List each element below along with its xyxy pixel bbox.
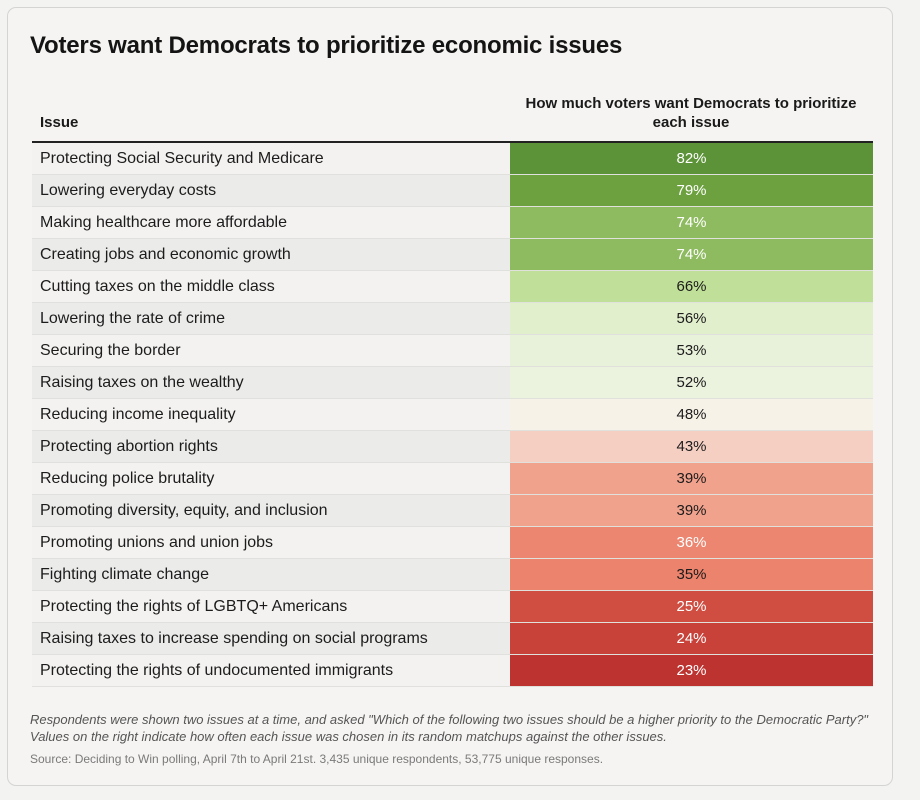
issue-label: Cutting taxes on the middle class xyxy=(40,278,275,295)
chart-title: Voters want Democrats to prioritize econ… xyxy=(30,32,623,59)
issue-label: Reducing police brutality xyxy=(40,470,215,487)
issue-label: Lowering everyday costs xyxy=(40,182,217,199)
value-cell: 74% xyxy=(510,207,873,238)
table-row: Protecting Social Security and Medicare 8… xyxy=(32,143,873,175)
issue-label: Promoting unions and union jobs xyxy=(40,534,274,551)
issue-label: Lowering the rate of crime xyxy=(40,310,225,327)
issue-cell: Lowering everyday costs xyxy=(32,175,510,206)
issue-label: Reducing income inequality xyxy=(40,406,236,423)
footnote: Respondents were shown two issues at a t… xyxy=(30,712,869,744)
issue-cell: Protecting the rights of LGBTQ+ American… xyxy=(32,591,510,622)
value-cell: 82% xyxy=(510,143,873,174)
issue-label: Raising taxes to increase spending on so… xyxy=(40,630,428,647)
issue-cell: Creating jobs and economic growth xyxy=(32,239,510,270)
table-row: Raising taxes on the wealthy 52% xyxy=(32,367,873,399)
issue-cell: Reducing income inequality xyxy=(32,399,510,430)
issue-cell: Securing the border xyxy=(32,335,510,366)
issue-label: Protecting Social Security and Medicare xyxy=(40,150,324,167)
issue-label: Protecting the rights of undocumented im… xyxy=(40,662,394,679)
value-cell: 35% xyxy=(510,559,873,590)
value-cell: 53% xyxy=(510,335,873,366)
issue-cell: Raising taxes on the wealthy xyxy=(32,367,510,398)
table-row: Protecting abortion rights 43% xyxy=(32,431,873,463)
value-cell: 39% xyxy=(510,463,873,494)
table-row: Promoting unions and union jobs 36% xyxy=(32,527,873,559)
value-cell: 52% xyxy=(510,367,873,398)
table-row: Raising taxes to increase spending on so… xyxy=(32,623,873,655)
issue-cell: Reducing police brutality xyxy=(32,463,510,494)
header-rule xyxy=(32,141,873,143)
issue-cell: Promoting diversity, equity, and inclusi… xyxy=(32,495,510,526)
column-header-value: How much voters want Democrats to priori… xyxy=(525,95,857,131)
issue-cell: Lowering the rate of crime xyxy=(32,303,510,334)
value-cell: 39% xyxy=(510,495,873,526)
table-row: Reducing police brutality 39% xyxy=(32,463,873,495)
issue-cell: Making healthcare more affordable xyxy=(32,207,510,238)
issue-label: Fighting climate change xyxy=(40,566,209,583)
table-row: Creating jobs and economic growth 74% xyxy=(32,239,873,271)
value-cell: 74% xyxy=(510,239,873,270)
chart-card: Voters want Democrats to prioritize econ… xyxy=(7,7,893,786)
value-cell: 43% xyxy=(510,431,873,462)
table-row: Fighting climate change 35% xyxy=(32,559,873,591)
table-row: Lowering everyday costs 79% xyxy=(32,175,873,207)
value-cell: 23% xyxy=(510,655,873,686)
issue-cell: Cutting taxes on the middle class xyxy=(32,271,510,302)
table-row: Protecting the rights of undocumented im… xyxy=(32,655,873,687)
table-row: Making healthcare more affordable 74% xyxy=(32,207,873,239)
table-row: Lowering the rate of crime 56% xyxy=(32,303,873,335)
value-cell: 79% xyxy=(510,175,873,206)
issue-label: Protecting abortion rights xyxy=(40,438,218,455)
table-row: Securing the border 53% xyxy=(32,335,873,367)
issue-table: Protecting Social Security and Medicare 8… xyxy=(32,143,873,687)
value-cell: 66% xyxy=(510,271,873,302)
issue-cell: Promoting unions and union jobs xyxy=(32,527,510,558)
value-cell: 25% xyxy=(510,591,873,622)
table-row: Cutting taxes on the middle class 66% xyxy=(32,271,873,303)
issue-cell: Fighting climate change xyxy=(32,559,510,590)
table-row: Protecting the rights of LGBTQ+ American… xyxy=(32,591,873,623)
source-note: Source: Deciding to Win polling, April 7… xyxy=(30,752,604,766)
value-cell: 56% xyxy=(510,303,873,334)
issue-cell: Protecting abortion rights xyxy=(32,431,510,462)
issue-label: Creating jobs and economic growth xyxy=(40,246,291,263)
table-row: Reducing income inequality 48% xyxy=(32,399,873,431)
value-cell: 24% xyxy=(510,623,873,654)
issue-label: Securing the border xyxy=(40,342,181,359)
issue-label: Raising taxes on the wealthy xyxy=(40,374,244,391)
issue-cell: Raising taxes to increase spending on so… xyxy=(32,623,510,654)
issue-cell: Protecting Social Security and Medicare xyxy=(32,143,510,174)
issue-cell: Protecting the rights of undocumented im… xyxy=(32,655,510,686)
value-cell: 48% xyxy=(510,399,873,430)
value-cell: 36% xyxy=(510,527,873,558)
column-header-issue: Issue xyxy=(40,114,79,131)
table-row: Promoting diversity, equity, and inclusi… xyxy=(32,495,873,527)
issue-label: Making healthcare more affordable xyxy=(40,214,287,231)
issue-label: Promoting diversity, equity, and inclusi… xyxy=(40,502,328,519)
issue-label: Protecting the rights of LGBTQ+ American… xyxy=(40,598,348,615)
